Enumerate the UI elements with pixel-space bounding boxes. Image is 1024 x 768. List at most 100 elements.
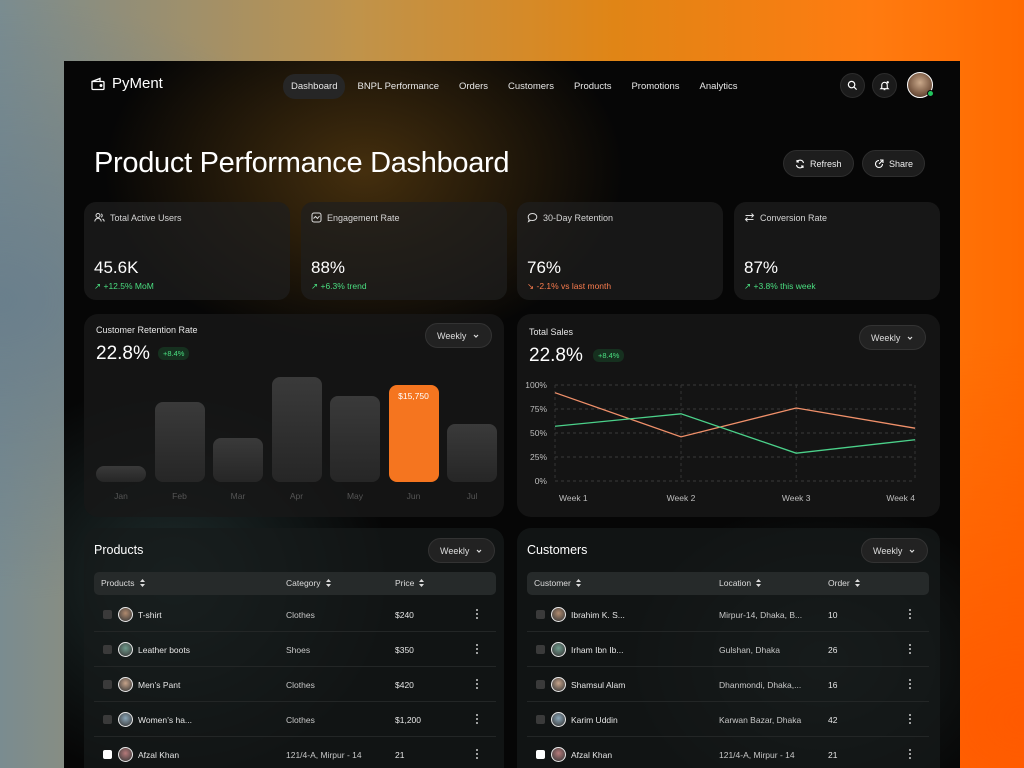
app-name: PyMent (112, 75, 163, 92)
more-vertical-icon[interactable] (909, 644, 912, 656)
sort-icon (854, 579, 860, 587)
user-avatar[interactable] (907, 72, 934, 98)
column-header-category[interactable]: Category (286, 578, 332, 588)
cell-secondary: Karwan Bazar, Dhaka (719, 715, 802, 725)
notifications-button[interactable] (872, 73, 897, 98)
bar-value-label: $15,750 (398, 391, 429, 402)
more-vertical-icon[interactable] (909, 749, 912, 761)
column-header-order[interactable]: Order (828, 578, 861, 588)
retention-period-dropdown[interactable]: Weekly (425, 323, 493, 348)
table-row[interactable]: Ibrahim K. S... Mirpur-14, Dhaka, B... 10 (527, 597, 929, 632)
x-tick-label: Jan (114, 491, 128, 501)
sales-period-dropdown[interactable]: Weekly (859, 325, 927, 350)
cell-name: Afzal Khan (571, 750, 613, 760)
app-logo[interactable]: PyMent (90, 75, 163, 92)
app-window: PyMent Dashboard BNPL Performance Orders… (64, 61, 960, 768)
chevron-down-icon (907, 336, 913, 340)
bar-jun[interactable] (388, 385, 439, 482)
row-checkbox[interactable] (536, 680, 545, 689)
cell-name: Afzal Khan (138, 750, 180, 760)
bar-jul[interactable] (447, 424, 497, 482)
refresh-button[interactable]: Refresh (783, 150, 854, 177)
y-tick-label: 25% (530, 452, 547, 462)
cell-secondary: Clothes (286, 610, 315, 620)
column-header-price[interactable]: Price (395, 578, 425, 588)
nav-analytics[interactable]: Analytics (699, 81, 738, 92)
more-vertical-icon[interactable] (476, 749, 479, 761)
avatar (118, 642, 133, 657)
cell-secondary: Shoes (286, 645, 311, 655)
cell-name: Irham Ibn Ib... (571, 645, 624, 655)
table-row[interactable]: Women’s ha... Clothes $1,200 (94, 702, 496, 737)
customers-period-dropdown[interactable]: Weekly (861, 538, 929, 563)
customers-table-panel: Customers Weekly Customer Location Order… (517, 528, 940, 768)
avatar (118, 607, 133, 622)
row-checkbox[interactable] (103, 610, 112, 619)
stat-value: 88% (311, 258, 346, 277)
table-row[interactable]: Leather boots Shoes $350 (94, 632, 496, 667)
cell-tertiary: 21 (395, 750, 405, 760)
stat-change: ↗ +6.3% trend (311, 281, 367, 291)
avatar (118, 677, 133, 692)
nav-bnpl-performance[interactable]: BNPL Performance (357, 81, 439, 92)
row-checkbox[interactable] (536, 645, 545, 654)
refresh-icon (795, 159, 805, 168)
row-checkbox[interactable] (536, 750, 545, 759)
bar-jan[interactable] (96, 466, 146, 482)
wallet-icon (91, 77, 105, 90)
column-header-products[interactable]: Products (101, 578, 146, 588)
nav-products[interactable]: Products (573, 81, 612, 92)
products-title: Products (94, 543, 144, 557)
nav-customers[interactable]: Customers (508, 81, 554, 92)
table-row[interactable]: T-shirt Clothes $240 (94, 597, 496, 632)
avatar (551, 607, 566, 622)
cell-secondary: 121/4-A, Mirpur - 14 (286, 750, 362, 760)
page-title: Product Performance Dashboard (94, 147, 510, 179)
table-row[interactable]: Irham Ibn Ib... Gulshan, Dhaka 26 (527, 632, 929, 667)
table-row[interactable]: Afzal Khan 121/4-A, Mirpur - 14 21 (94, 737, 496, 768)
more-vertical-icon[interactable] (909, 609, 912, 621)
x-tick-label: Jun (406, 491, 421, 501)
row-checkbox[interactable] (103, 645, 112, 654)
bar-mar[interactable] (213, 437, 263, 482)
row-checkbox[interactable] (536, 610, 545, 619)
row-checkbox[interactable] (103, 750, 112, 759)
cell-tertiary: 10 (828, 610, 838, 620)
bar-may[interactable] (330, 395, 380, 482)
table-row[interactable]: Men’s Pant Clothes $420 (94, 667, 496, 702)
more-vertical-icon[interactable] (476, 679, 479, 691)
cell-tertiary: 21 (828, 750, 838, 760)
search-button[interactable] (840, 73, 865, 98)
nav-dashboard[interactable]: Dashboard (283, 74, 346, 99)
table-row[interactable]: Karim Uddin Karwan Bazar, Dhaka 42 (527, 702, 929, 737)
more-vertical-icon[interactable] (476, 714, 479, 726)
bar-feb[interactable] (154, 402, 205, 482)
column-header-customer[interactable]: Customer (534, 578, 582, 588)
cell-name: Ibrahim K. S... (571, 610, 625, 620)
table-row[interactable]: Shamsul Alam Dhanmondi, Dhaka,... 16 (527, 667, 929, 702)
products-period-dropdown[interactable]: Weekly (428, 538, 496, 563)
more-vertical-icon[interactable] (909, 679, 912, 691)
table-row[interactable]: Afzal Khan 121/4-A, Mirpur - 14 21 (527, 737, 929, 768)
retention-value: 22.8% (96, 343, 150, 364)
share-icon (874, 158, 884, 168)
more-vertical-icon[interactable] (909, 714, 912, 726)
nav-orders[interactable]: Orders (458, 81, 489, 92)
avatar (551, 642, 566, 657)
cell-tertiary: $240 (395, 610, 414, 620)
nav-promotions[interactable]: Promotions (631, 81, 680, 92)
more-vertical-icon[interactable] (476, 609, 479, 621)
column-header-location[interactable]: Location (719, 578, 762, 588)
sales-chart-title: Total Sales (529, 327, 574, 337)
row-checkbox[interactable] (536, 715, 545, 724)
bar-apr[interactable] (271, 377, 322, 482)
row-checkbox[interactable] (103, 680, 112, 689)
cell-tertiary: $350 (395, 645, 414, 655)
period-label: Weekly (440, 545, 470, 556)
share-button[interactable]: Share (862, 150, 926, 177)
more-vertical-icon[interactable] (476, 644, 479, 656)
bell-icon (879, 81, 890, 91)
row-checkbox[interactable] (103, 715, 112, 724)
sales-badge: +8.4% (593, 349, 625, 362)
users-icon (94, 213, 105, 222)
